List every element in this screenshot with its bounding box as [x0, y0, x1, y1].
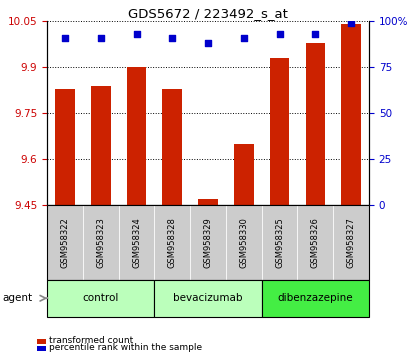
Text: GSM958322: GSM958322: [61, 217, 70, 268]
Text: GSM958325: GSM958325: [274, 217, 283, 268]
Bar: [126, 67, 146, 205]
Bar: [162, 89, 182, 205]
Text: GSM958324: GSM958324: [132, 217, 141, 268]
Text: GSM958330: GSM958330: [239, 217, 248, 268]
Text: bevacizumab: bevacizumab: [173, 293, 242, 303]
Point: [240, 35, 247, 41]
Bar: [234, 144, 253, 205]
Bar: [47, 280, 154, 317]
Point: [276, 31, 282, 37]
Bar: [261, 280, 368, 317]
Point: [347, 20, 353, 26]
Bar: [225, 205, 261, 280]
Bar: [154, 205, 190, 280]
Bar: [305, 43, 324, 205]
Text: percentile rank within the sample: percentile rank within the sample: [49, 343, 202, 352]
Text: GSM958329: GSM958329: [203, 217, 212, 268]
Bar: [55, 89, 75, 205]
Bar: [83, 205, 118, 280]
Text: GSM958327: GSM958327: [346, 217, 355, 268]
Bar: [297, 205, 333, 280]
Bar: [154, 280, 261, 317]
Point: [133, 31, 139, 37]
Text: control: control: [82, 293, 119, 303]
Point: [204, 40, 211, 46]
Title: GDS5672 / 223492_s_at: GDS5672 / 223492_s_at: [128, 7, 287, 20]
Text: agent: agent: [2, 293, 32, 303]
Bar: [47, 205, 83, 280]
Bar: [340, 24, 360, 205]
Point: [62, 35, 68, 41]
Text: transformed count: transformed count: [49, 336, 133, 345]
Point: [311, 31, 318, 37]
Text: GSM958328: GSM958328: [167, 217, 176, 268]
Point: [97, 35, 104, 41]
Bar: [269, 58, 289, 205]
Bar: [333, 205, 368, 280]
Text: GSM958326: GSM958326: [310, 217, 319, 268]
Text: GSM958323: GSM958323: [96, 217, 105, 268]
Bar: [91, 86, 110, 205]
Point: [169, 35, 175, 41]
Bar: [118, 205, 154, 280]
Bar: [261, 205, 297, 280]
Bar: [198, 199, 217, 205]
Text: dibenzazepine: dibenzazepine: [277, 293, 352, 303]
Bar: [190, 205, 225, 280]
